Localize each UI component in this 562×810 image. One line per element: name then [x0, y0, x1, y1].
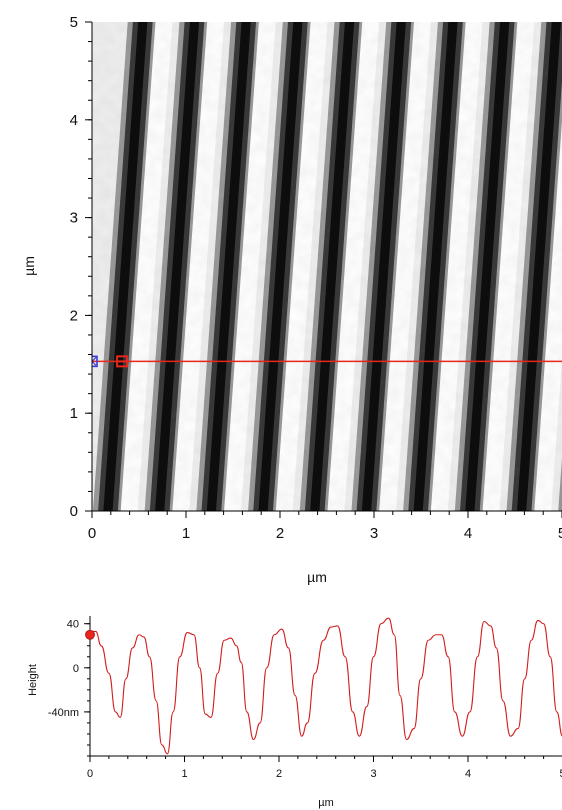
image-x-tick-label: 1	[182, 525, 190, 542]
stripe-highlight-2	[275, 22, 328, 511]
image-y-tick-label: 3	[70, 210, 78, 227]
image-x-axis: 0 1 2 3 4 5	[88, 510, 562, 542]
afm-height-image	[92, 22, 562, 511]
profile-x-tick-label: 5	[559, 768, 562, 780]
stripe-dark-4	[361, 22, 406, 511]
stripe-highlight-6	[482, 22, 535, 511]
height-profile-panel: 0 1 2 3 4 5 40 0 -40nm µm Height	[27, 616, 562, 809]
image-x-tick-label: 0	[88, 525, 96, 542]
profile-y-tick-label: 0	[73, 663, 79, 675]
profile-x-tick-label: 0	[87, 768, 93, 780]
stripe-highlight-4	[379, 22, 431, 511]
profile-plot-area	[90, 617, 562, 755]
profile-x-tick-label: 3	[370, 768, 376, 780]
stripe-dark-2	[258, 22, 303, 511]
profile-y-tick-label: 40	[67, 619, 79, 631]
profile-line-overlay	[92, 355, 562, 368]
profile-y-axis-label: Height	[27, 664, 39, 696]
stripe-dark-5	[413, 22, 458, 511]
profile-series-line-0	[90, 617, 562, 755]
profile-cursor-dot	[85, 629, 95, 640]
profile-x-tick-label: 1	[181, 768, 187, 780]
stripe-highlight-9	[120, 22, 173, 511]
stripe-highlight-5	[430, 22, 483, 511]
stripe-shadow-8	[558, 458, 562, 511]
image-y-tick-label: 5	[70, 14, 78, 31]
stripe-dark-7	[516, 22, 561, 511]
image-x-tick-label: 4	[464, 525, 472, 542]
stripe-highlight-0	[172, 22, 225, 511]
profile-y-tick-label: -40nm	[48, 707, 79, 719]
image-y-axis: 0 1 2 3 4 5	[70, 14, 93, 520]
image-y-tick-label: 1	[70, 405, 78, 422]
profile-cursor-marker	[116, 355, 129, 368]
image-x-tick-label: 3	[370, 525, 378, 542]
image-x-tick-label: 5	[558, 525, 562, 542]
stripe-highlight-3	[327, 22, 380, 511]
afm-image-panel: 0 1 2 3 4 5 0 1 2 3 4 5 µm µm	[21, 14, 562, 585]
stripe-highlight-1	[224, 22, 276, 511]
profile-axes: 0 1 2 3 4 5 40 0 -40nm	[48, 616, 562, 780]
image-y-tick-label: 4	[70, 112, 78, 129]
profile-start-marker-cross-b	[92, 356, 97, 363]
profile-x-tick-label: 2	[276, 768, 282, 780]
stripe-dark-6	[465, 22, 510, 511]
stripe-dark-3	[310, 22, 355, 511]
image-y-tick-label: 0	[70, 503, 78, 520]
profile-start-marker	[92, 355, 98, 368]
profile-marker	[85, 629, 95, 640]
profile-x-tick-label: 4	[465, 768, 471, 780]
stripe-dark-1	[206, 22, 251, 511]
profile-start-marker-cross-a	[92, 360, 97, 366]
profile-x-axis-label: µm	[318, 797, 334, 809]
stripe-highlight-7	[534, 121, 562, 511]
image-x-tick-label: 2	[276, 525, 284, 542]
image-y-axis-label: µm	[21, 256, 37, 276]
image-y-tick-label: 2	[70, 307, 78, 324]
image-x-axis-label: µm	[307, 569, 327, 585]
stripe-dark-9	[103, 22, 148, 511]
stripe-dark-0	[155, 22, 200, 511]
